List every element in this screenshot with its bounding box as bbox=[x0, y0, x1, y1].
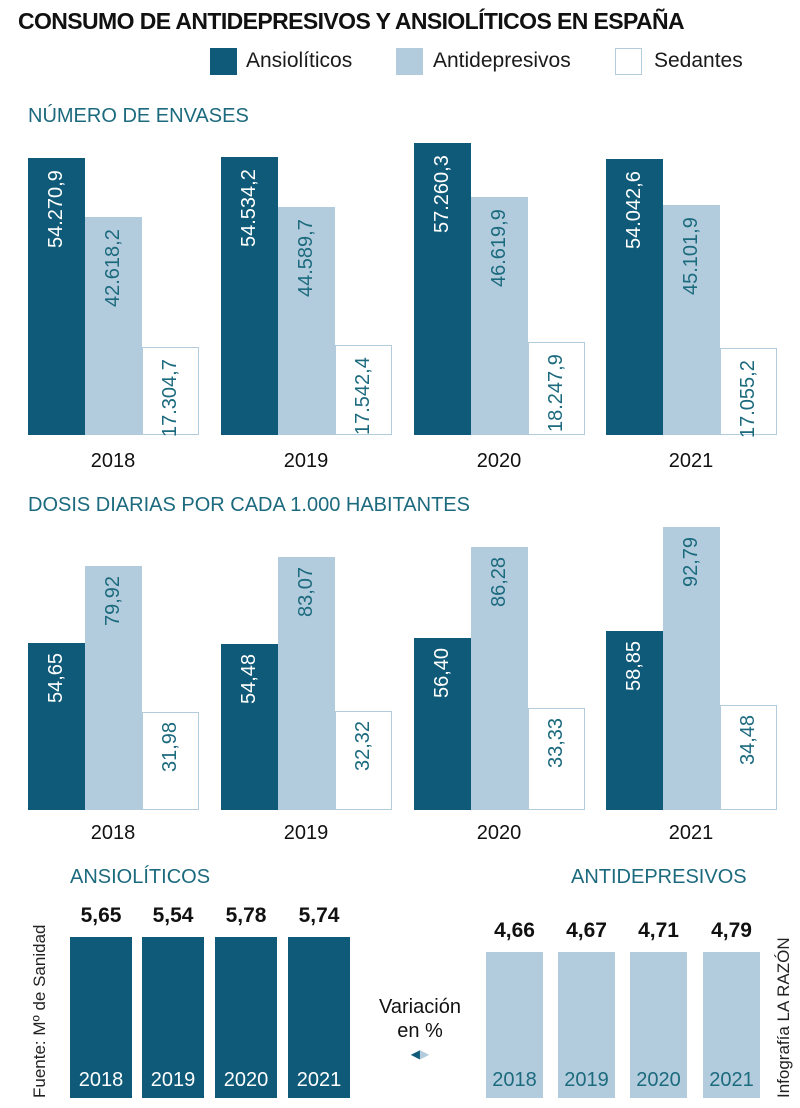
value-label: 5,65 bbox=[80, 904, 122, 927]
value-label: 4,79 bbox=[711, 919, 752, 942]
year-label: 2018 bbox=[90, 450, 136, 472]
data-label: 58,85 bbox=[623, 640, 645, 691]
section-title-envases: NÚMERO DE ENVASES bbox=[28, 105, 249, 127]
year-label: 2021 bbox=[668, 450, 714, 472]
source-note: Fuente: Mº de Sanidad bbox=[30, 924, 49, 1099]
data-label: 54.270,9 bbox=[45, 170, 67, 248]
data-label: 86,28 bbox=[488, 556, 510, 607]
bar-variation-ansioliticos-2021 bbox=[288, 937, 350, 1098]
year-label: 2021 bbox=[296, 1069, 342, 1091]
data-label: 54.534,2 bbox=[238, 168, 260, 247]
data-label: 45.101,9 bbox=[680, 216, 702, 295]
bar-variation-antidepresivos-2018 bbox=[486, 952, 543, 1098]
bar-antidepresivos-2021 bbox=[663, 204, 720, 435]
year-label: 2021 bbox=[709, 1069, 754, 1091]
year-label: 2020 bbox=[476, 822, 522, 844]
data-label: 34,48 bbox=[737, 714, 759, 765]
data-label: 17.055,2 bbox=[737, 360, 759, 438]
data-label: 57.260,3 bbox=[431, 154, 453, 233]
variation-label: Variación en % ◀▶ bbox=[360, 995, 480, 1061]
data-label: 46.619,9 bbox=[488, 209, 510, 288]
year-label: 2020 bbox=[636, 1069, 681, 1091]
value-label: 4,71 bbox=[638, 919, 679, 942]
year-label: 2019 bbox=[564, 1069, 609, 1091]
bar-sedantes-2020 bbox=[528, 341, 585, 435]
bar-ansioliticos-2019 bbox=[221, 643, 278, 810]
bar-antidepresivos-2020 bbox=[471, 197, 528, 435]
value-label: 5,78 bbox=[225, 904, 267, 927]
value-label: 4,66 bbox=[494, 919, 535, 942]
credit-note: Infografía LA RAZÓN bbox=[774, 937, 793, 1098]
data-label: 92,79 bbox=[680, 536, 702, 587]
data-label: 18.247,9 bbox=[545, 354, 567, 432]
data-label: 31,98 bbox=[159, 722, 181, 773]
bar-antidepresivos-2019 bbox=[278, 556, 335, 810]
bar-ansioliticos-2018 bbox=[28, 643, 85, 810]
year-label: 2018 bbox=[90, 822, 136, 844]
year-label: 2020 bbox=[223, 1069, 269, 1091]
year-label: 2018 bbox=[78, 1069, 124, 1091]
bar-antidepresivos-2018 bbox=[85, 566, 142, 810]
bar-variation-antidepresivos-2019 bbox=[558, 952, 615, 1098]
legend-swatch-sedantes bbox=[615, 48, 642, 75]
section-title-dosis: DOSIS DIARIAS POR CADA 1.000 HABITANTES bbox=[28, 494, 470, 516]
legend-swatch-ansioliticos bbox=[210, 48, 237, 75]
data-label: 54,65 bbox=[45, 653, 67, 704]
bar-sedantes-2018 bbox=[142, 712, 199, 810]
year-label: 2019 bbox=[150, 1069, 196, 1091]
bar-variation-ansioliticos-2020 bbox=[215, 937, 277, 1098]
data-label: 54.042,6 bbox=[623, 171, 645, 250]
bar-ansioliticos-2020 bbox=[414, 142, 471, 435]
legend-label: Ansiolíticos bbox=[246, 49, 353, 72]
data-label: 56,40 bbox=[431, 647, 453, 698]
year-label: 2020 bbox=[476, 450, 522, 472]
bar-ansioliticos-2018 bbox=[28, 158, 85, 435]
year-label: 2021 bbox=[668, 822, 714, 844]
legend-swatch-antidepresivos bbox=[396, 48, 423, 75]
bar-variation-ansioliticos-2018 bbox=[70, 937, 132, 1098]
arrows-icon: ◀▶ bbox=[410, 1047, 430, 1061]
bar-antidepresivos-2018 bbox=[85, 217, 142, 435]
variation-label-line: en % bbox=[397, 1020, 443, 1042]
bar-sedantes-2020 bbox=[528, 708, 585, 810]
bar-sedantes-2019 bbox=[335, 345, 392, 435]
bar-sedantes-2021 bbox=[720, 704, 777, 810]
data-label: 54,48 bbox=[238, 653, 260, 704]
bar-sedantes-2018 bbox=[142, 346, 199, 435]
value-label: 5,54 bbox=[152, 904, 194, 927]
bar-variation-antidepresivos-2021 bbox=[703, 952, 760, 1098]
bar-sedantes-2019 bbox=[335, 711, 392, 810]
data-label: 33,33 bbox=[545, 718, 567, 769]
data-label: 79,92 bbox=[102, 576, 124, 627]
legend-label: Antidepresivos bbox=[433, 49, 571, 72]
bar-antidepresivos-2020 bbox=[471, 546, 528, 810]
data-label: 44.589,7 bbox=[295, 219, 317, 298]
value-label: 5,74 bbox=[298, 904, 340, 927]
bar-ansioliticos-2019 bbox=[221, 156, 278, 435]
data-label: 17.542,4 bbox=[352, 357, 374, 436]
chart-title: CONSUMO DE ANTIDEPRESIVOS Y ANSIOLÍTICOS… bbox=[18, 8, 685, 34]
section-title-ansioliticos: ANSIOLÍTICOS bbox=[70, 866, 211, 888]
value-label: 4,67 bbox=[566, 919, 607, 942]
bar-ansioliticos-2021 bbox=[606, 630, 663, 810]
data-label: 32,32 bbox=[352, 721, 374, 772]
variation-label-line: Variación bbox=[379, 996, 461, 1018]
section-title-antidepresivos: ANTIDEPRESIVOS bbox=[571, 866, 747, 888]
data-label: 42.618,2 bbox=[102, 229, 124, 308]
bar-sedantes-2021 bbox=[720, 347, 777, 435]
data-label: 83,07 bbox=[295, 566, 317, 617]
year-label: 2019 bbox=[283, 450, 329, 472]
bar-ansioliticos-2021 bbox=[606, 159, 663, 435]
bar-variation-antidepresivos-2020 bbox=[630, 952, 687, 1098]
bar-ansioliticos-2020 bbox=[414, 637, 471, 810]
year-label: 2018 bbox=[492, 1069, 537, 1091]
bar-antidepresivos-2019 bbox=[278, 207, 335, 435]
data-label: 17.304,7 bbox=[159, 358, 181, 437]
legend-label: Sedantes bbox=[654, 49, 743, 72]
bar-antidepresivos-2021 bbox=[663, 527, 720, 810]
year-label: 2019 bbox=[283, 822, 329, 844]
bar-variation-ansioliticos-2019 bbox=[142, 937, 204, 1098]
